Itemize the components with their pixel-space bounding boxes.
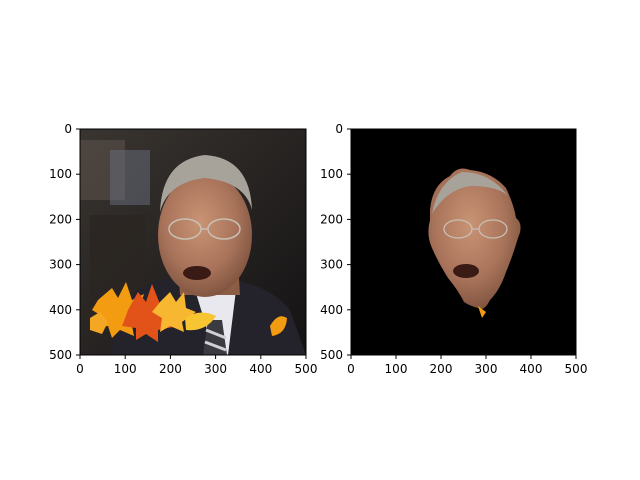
photo-image [80, 129, 306, 355]
y-tick-label: 200 [320, 212, 343, 226]
y-tick-label: 400 [320, 303, 343, 317]
y-tick-label: 400 [49, 303, 72, 317]
y-tick-label: 200 [49, 212, 72, 226]
maple-leaves [90, 282, 287, 342]
x-tick-label: 300 [204, 362, 227, 376]
y-tick-label: 0 [64, 122, 72, 136]
x-tick-label: 0 [76, 362, 84, 376]
mask-panel [350, 128, 577, 356]
y-tick-label: 100 [49, 167, 72, 181]
x-tick-label: 400 [520, 362, 543, 376]
x-tick-label: 500 [295, 362, 318, 376]
y-tick-label: 300 [320, 258, 343, 272]
photo-panel [79, 128, 307, 356]
x-tick-label: 300 [475, 362, 498, 376]
x-tick-label: 100 [114, 362, 137, 376]
y-tick-label: 500 [320, 348, 343, 362]
axes-layer: 0 100 200 300 400 500 0 100 200 300 400 500 0 100 200 3… [49, 122, 587, 376]
x-tick-label: 500 [565, 362, 588, 376]
x-tick-label: 400 [249, 362, 272, 376]
y-tick-label: 100 [320, 167, 343, 181]
x-tick-label: 200 [159, 362, 182, 376]
mask-image [351, 129, 576, 355]
y-tick-label: 500 [49, 348, 72, 362]
x-tick-label: 200 [430, 362, 453, 376]
x-tick-label: 0 [347, 362, 355, 376]
y-tick-label: 300 [49, 258, 72, 272]
y-tick-label: 0 [335, 122, 343, 136]
x-tick-label: 100 [385, 362, 408, 376]
